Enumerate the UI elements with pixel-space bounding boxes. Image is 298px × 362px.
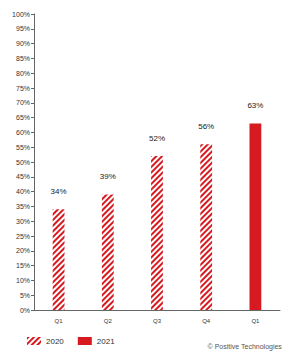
svg-text:15%: 15% [16, 262, 30, 269]
svg-text:34%: 34% [51, 187, 67, 196]
svg-text:80%: 80% [16, 70, 30, 77]
svg-text:20%: 20% [16, 247, 30, 254]
svg-text:100%: 100% [12, 11, 30, 18]
svg-text:55%: 55% [16, 144, 30, 151]
svg-text:40%: 40% [16, 188, 30, 195]
svg-text:30%: 30% [16, 218, 30, 225]
svg-text:95%: 95% [16, 25, 30, 32]
svg-text:5%: 5% [20, 292, 30, 299]
svg-text:39%: 39% [100, 172, 116, 181]
svg-text:65%: 65% [16, 114, 30, 121]
svg-text:0%: 0% [20, 307, 30, 314]
svg-text:60%: 60% [16, 129, 30, 136]
svg-text:56%: 56% [198, 122, 214, 131]
svg-text:35%: 35% [16, 203, 30, 210]
svg-text:2020: 2020 [46, 337, 64, 346]
svg-text:Q3: Q3 [153, 318, 162, 324]
svg-text:70%: 70% [16, 99, 30, 106]
svg-text:Q1: Q1 [55, 318, 64, 324]
svg-text:45%: 45% [16, 173, 30, 180]
svg-text:© Positive Technologies: © Positive Technologies [208, 343, 283, 351]
svg-text:52%: 52% [149, 134, 165, 143]
svg-text:90%: 90% [16, 40, 30, 47]
svg-text:75%: 75% [16, 85, 30, 92]
svg-text:Q4: Q4 [202, 318, 211, 324]
svg-text:10%: 10% [16, 277, 30, 284]
svg-text:2021: 2021 [97, 337, 115, 346]
svg-text:63%: 63% [247, 101, 263, 110]
svg-text:85%: 85% [16, 55, 30, 62]
svg-text:Q2: Q2 [104, 318, 113, 324]
svg-text:25%: 25% [16, 233, 30, 240]
svg-text:50%: 50% [16, 159, 30, 166]
svg-text:Q1: Q1 [251, 318, 260, 324]
